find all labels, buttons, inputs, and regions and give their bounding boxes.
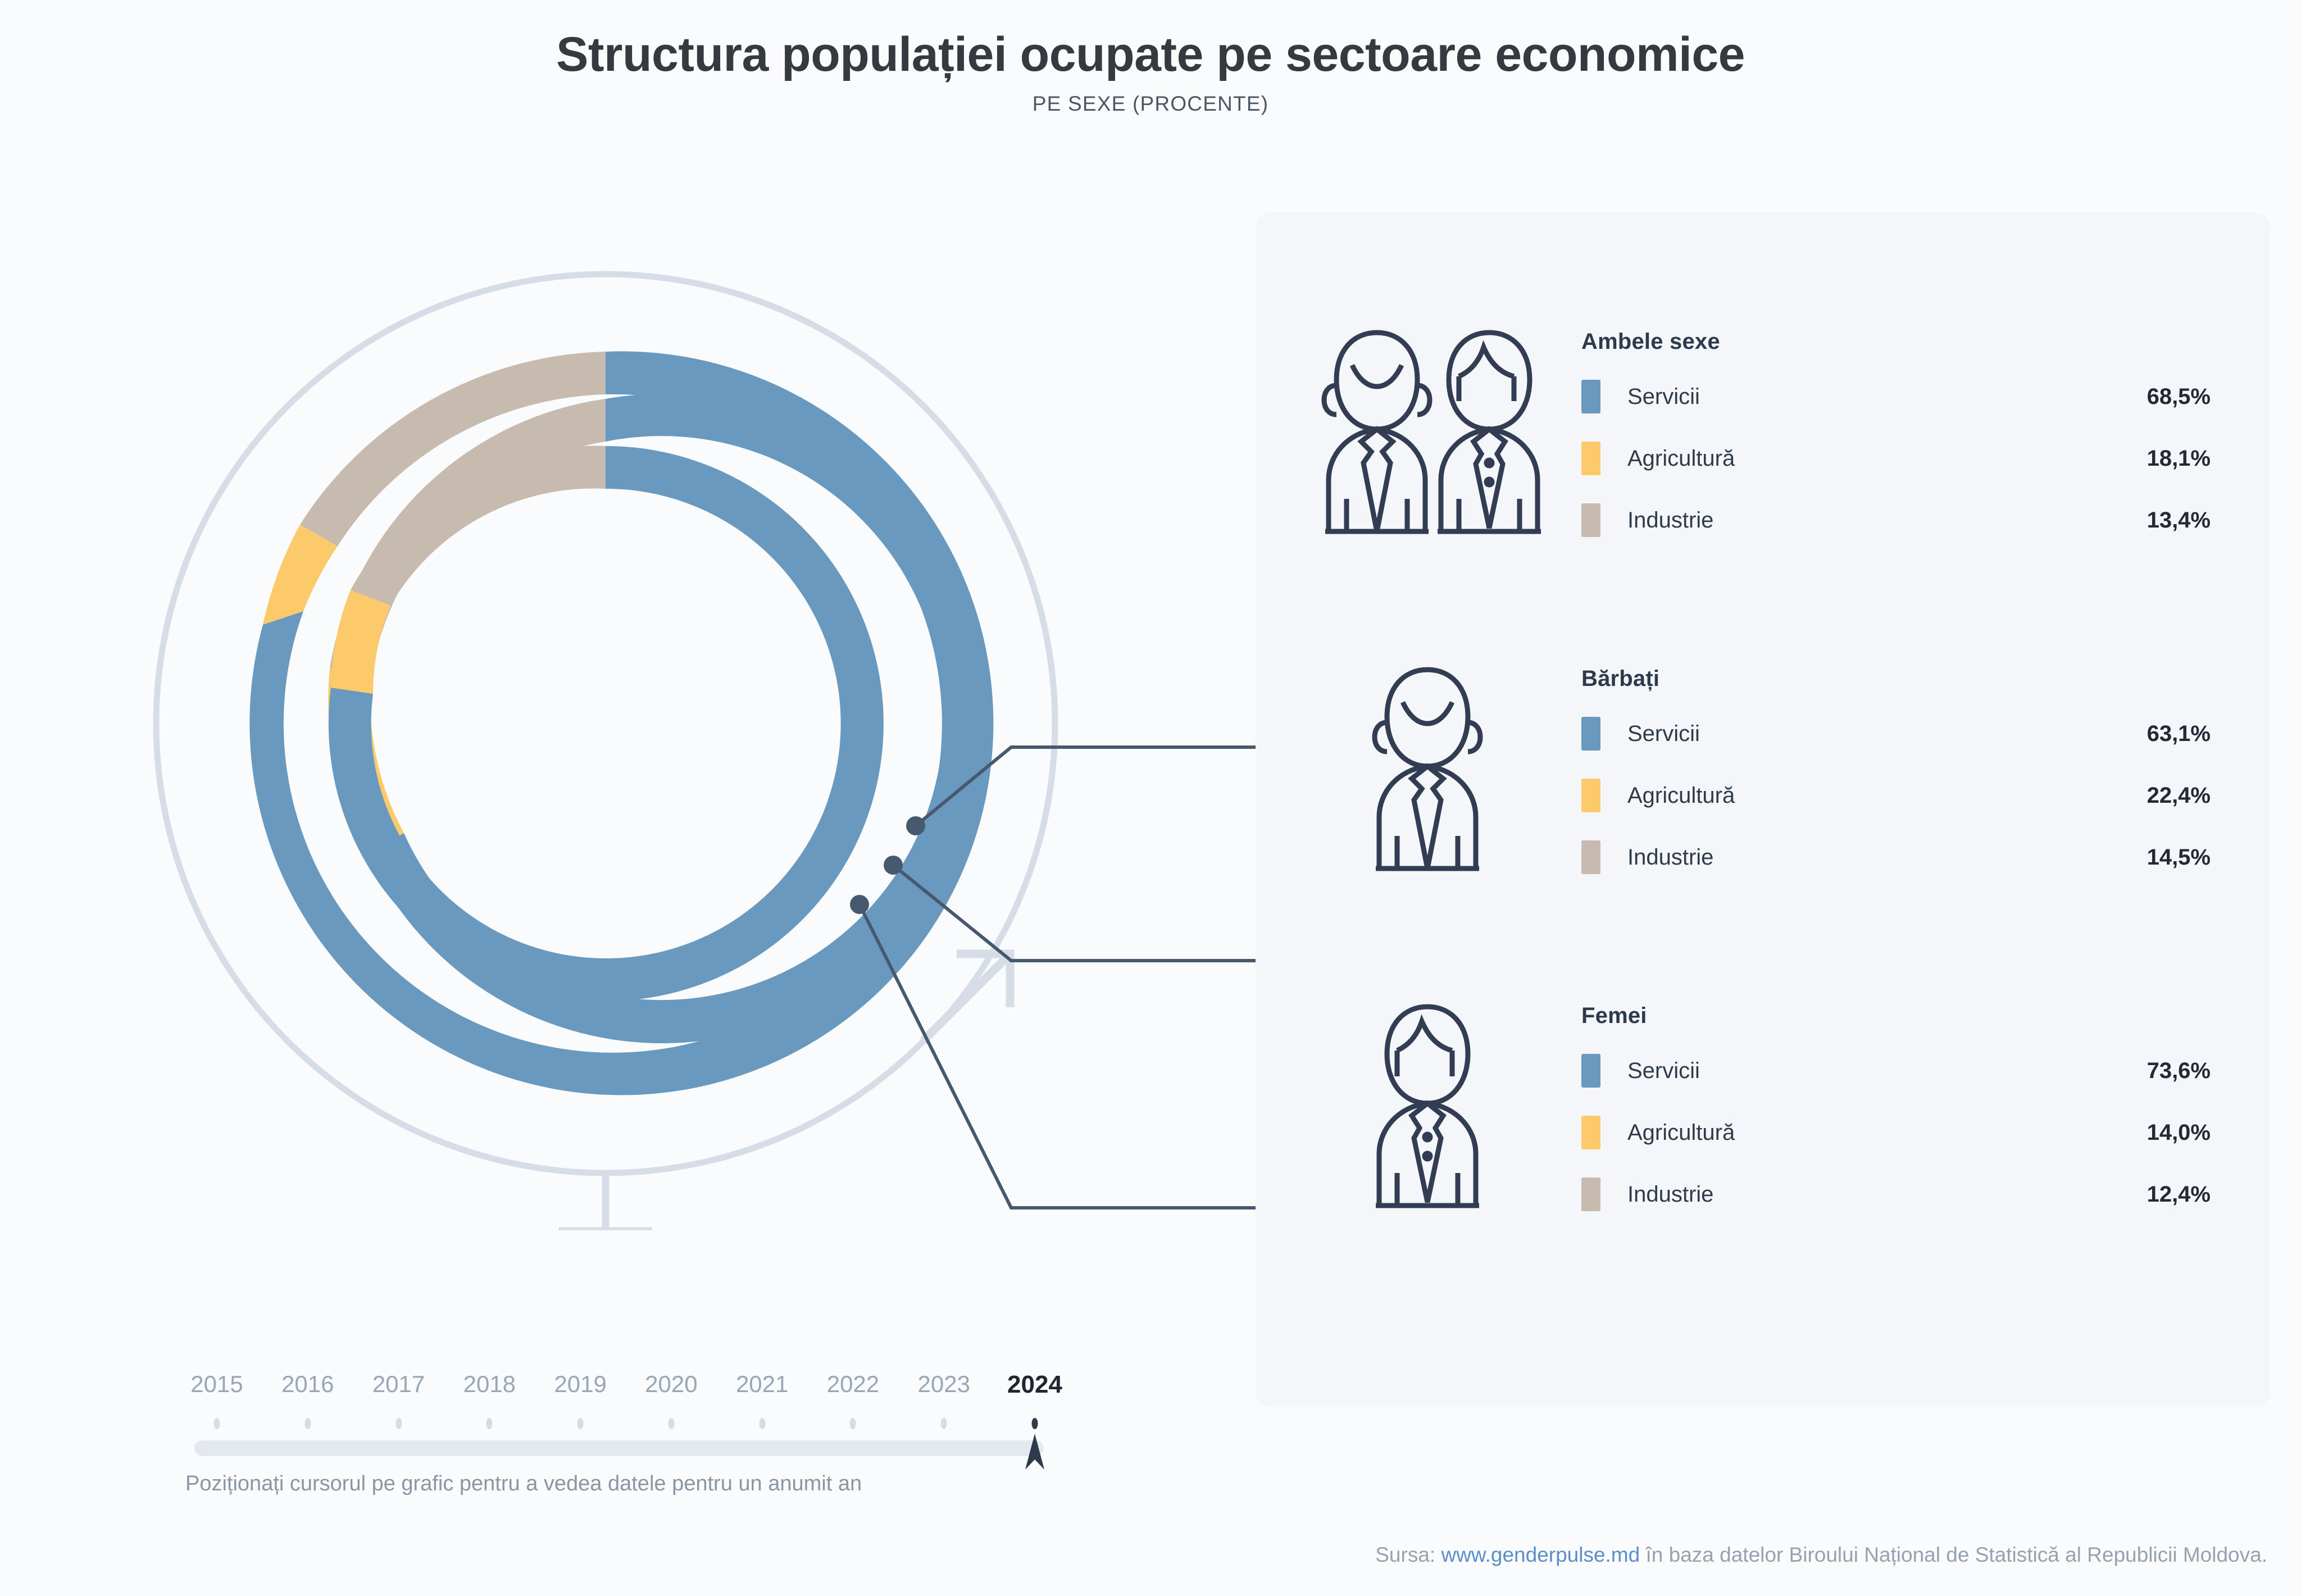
page-subtitle: PE SEXE (PROCENTE) (1032, 92, 1269, 116)
legend-label: Industrie (1627, 845, 1714, 870)
swatch-servicii (1581, 380, 1600, 413)
year-tick-2015[interactable] (213, 1418, 220, 1429)
legend-row-industrie[interactable]: Industrie 14,5% (1581, 830, 2211, 892)
male-person-icon (1362, 651, 1497, 878)
swatch-servicii (1581, 1054, 1600, 1088)
both-sexes-icon (1312, 313, 1553, 541)
callout-dots (850, 816, 925, 914)
swatch-agricultura (1581, 442, 1600, 475)
year-label-2024[interactable]: 2024 (1007, 1371, 1062, 1398)
arc-femei-industrie[interactable] (351, 445, 606, 606)
legend-group-title: Bărbați (1581, 666, 1660, 691)
year-label-2015[interactable]: 2015 (190, 1371, 243, 1397)
legend-rows: Servicii 63,1% Agricultură 22,4% Industr… (1581, 707, 2211, 892)
legend-label: Servicii (1627, 384, 1700, 409)
venus-symbol-icon (559, 1173, 652, 1230)
year-tick-2018[interactable] (486, 1418, 493, 1429)
callout-dot-ambele-sexe (906, 816, 925, 835)
slider-track[interactable] (194, 1440, 1044, 1456)
donut-chart-area[interactable] (0, 185, 1270, 1230)
legend-panel: Ambele sexe Servicii 68,5% Agricultură 1… (1256, 212, 2270, 1407)
year-tick-2022[interactable] (849, 1418, 856, 1429)
legend-label: Agricultură (1627, 783, 1735, 808)
callout-barbati (892, 863, 1264, 962)
donut-chart-svg[interactable] (0, 185, 1270, 1230)
legend-label: Servicii (1627, 721, 1700, 746)
year-tick-2016[interactable] (304, 1418, 311, 1429)
legend-rows: Servicii 73,6% Agricultură 14,0% Industr… (1581, 1044, 2211, 1229)
ring-ambele-sexe[interactable] (249, 351, 994, 1095)
legend-row-servicii[interactable]: Servicii 63,1% (1581, 707, 2211, 769)
chart-header: Structura populației ocupate pe sectoare… (0, 0, 2301, 116)
legend-label: Agricultură (1627, 446, 1735, 471)
year-tick-2017[interactable] (395, 1418, 402, 1429)
callout-ambele-sexe (915, 745, 1264, 827)
female-person-icon (1362, 988, 1497, 1215)
year-labels[interactable]: 2015 2016 2017 2018 2019 2020 2021 2022 2023 2024 (185, 1371, 1062, 1408)
year-tick-2019[interactable] (577, 1418, 584, 1429)
year-label-2018[interactable]: 2018 (463, 1371, 516, 1397)
source-prefix: Sursa: (1375, 1543, 1441, 1566)
swatch-industrie (1581, 503, 1600, 537)
source-link[interactable]: www.genderpulse.md (1441, 1543, 1640, 1566)
page-title: Structura populației ocupate pe sectoare… (556, 28, 1745, 81)
legend-group-title: Ambele sexe (1581, 329, 1720, 354)
legend-value: 63,1% (2147, 721, 2211, 746)
legend-value: 73,6% (2147, 1058, 2211, 1083)
arc-ambele-agricultura[interactable] (263, 525, 338, 625)
swatch-industrie (1581, 1177, 1600, 1211)
ring-femei[interactable] (328, 445, 884, 1001)
year-tick-2023[interactable] (940, 1418, 947, 1429)
legend-value: 14,5% (2147, 845, 2211, 870)
year-tick-2024[interactable] (1031, 1418, 1038, 1429)
source-suffix: în baza datelor Biroului Național de Sta… (1640, 1543, 2267, 1566)
timeline-hint: Poziționați cursorul pe grafic pentru a … (185, 1472, 862, 1495)
year-label-2023[interactable]: 2023 (917, 1371, 970, 1397)
mars-symbol-icon (920, 949, 1015, 1044)
year-label-2019[interactable]: 2019 (554, 1371, 607, 1397)
legend-value: 18,1% (2147, 446, 2211, 471)
year-label-2022[interactable]: 2022 (826, 1371, 880, 1397)
legend-value: 22,4% (2147, 783, 2211, 808)
year-label-2017[interactable]: 2017 (372, 1371, 425, 1397)
legend-value: 12,4% (2147, 1182, 2211, 1207)
legend-label: Servicii (1627, 1058, 1700, 1083)
swatch-agricultura (1581, 1116, 1600, 1149)
year-label-2021[interactable]: 2021 (735, 1371, 789, 1397)
callout-lines (858, 745, 1264, 1209)
legend-row-industrie[interactable]: Industrie 12,4% (1581, 1167, 2211, 1229)
legend-value: 13,4% (2147, 508, 2211, 533)
year-label-2020[interactable]: 2020 (645, 1371, 698, 1397)
legend-row-servicii[interactable]: Servicii 73,6% (1581, 1044, 2211, 1106)
legend-rows: Servicii 68,5% Agricultură 18,1% Industr… (1581, 370, 2211, 555)
legend-label: Industrie (1627, 508, 1714, 533)
swatch-servicii (1581, 717, 1600, 751)
year-tick-2021[interactable] (759, 1418, 766, 1429)
legend-value: 68,5% (2147, 384, 2211, 409)
source-footer: Sursa: www.genderpulse.md în baza datelo… (1375, 1543, 2267, 1567)
legend-row-agricultura[interactable]: Agricultură 14,0% (1581, 1106, 2211, 1167)
callout-dot-barbati (884, 856, 903, 875)
swatch-industrie (1581, 840, 1600, 874)
legend-label: Agricultură (1627, 1120, 1735, 1145)
callout-dot-femei (850, 895, 869, 914)
legend-value: 14,0% (2147, 1120, 2211, 1145)
legend-row-industrie[interactable]: Industrie 13,4% (1581, 493, 2211, 555)
legend-group-title: Femei (1581, 1003, 1647, 1028)
slider-handle[interactable] (1025, 1434, 1044, 1470)
year-timeline-slider[interactable]: 2015 2016 2017 2018 2019 2020 2021 2022 2023 2024 (185, 1371, 1062, 1470)
legend-label: Industrie (1627, 1182, 1714, 1207)
legend-row-servicii[interactable]: Servicii 68,5% (1581, 370, 2211, 431)
year-label-2016[interactable]: 2016 (281, 1371, 334, 1397)
swatch-agricultura (1581, 779, 1600, 812)
callout-femei (858, 903, 1264, 1209)
arc-ambele-industrie[interactable] (300, 352, 606, 546)
legend-row-agricultura[interactable]: Agricultură 22,4% (1581, 769, 2211, 830)
slider-handle-icon[interactable] (1025, 1434, 1044, 1470)
year-ticks[interactable] (185, 1418, 1062, 1430)
year-tick-2020[interactable] (668, 1418, 675, 1429)
legend-row-agricultura[interactable]: Agricultură 18,1% (1581, 431, 2211, 493)
arc-femei-agricultura[interactable] (331, 590, 390, 694)
